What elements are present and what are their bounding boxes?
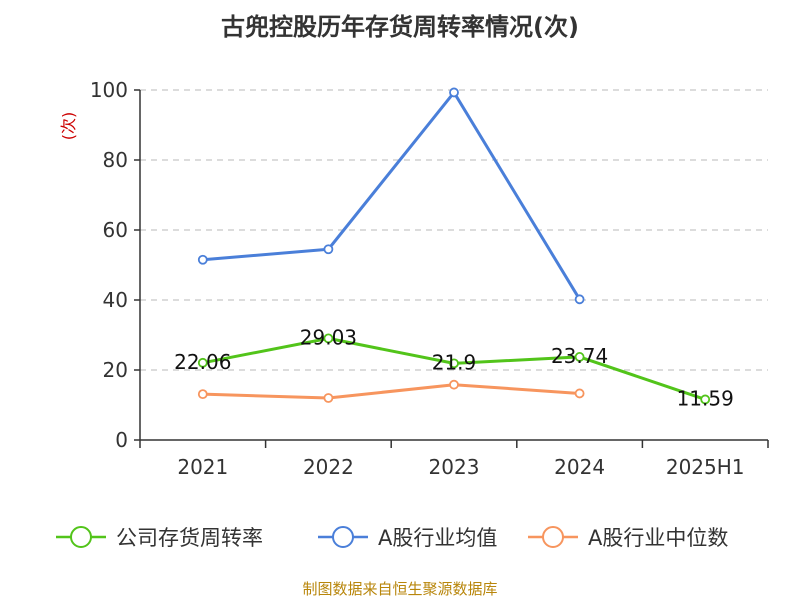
legend-item[interactable]: A股行业均值	[318, 526, 497, 550]
y-tick-label: 20	[103, 358, 128, 382]
legend-marker	[70, 526, 92, 548]
data-point[interactable]	[449, 87, 459, 98]
legend-item[interactable]: 公司存货周转率	[56, 526, 263, 550]
data-point[interactable]	[197, 254, 208, 265]
series-line	[202, 383, 580, 400]
legend[interactable]: 公司存货周转率 A股行业均值 A股行业中位数	[56, 526, 728, 550]
data-point[interactable]	[574, 352, 585, 362]
data-point[interactable]	[449, 358, 459, 369]
grid-lines	[140, 89, 768, 371]
data-point[interactable]	[574, 388, 585, 399]
x-tick-label: 2023	[429, 455, 480, 479]
data-label: 29.03	[300, 325, 357, 349]
data-label: 21.9	[432, 350, 477, 374]
chart-title: 古兜控股历年存货周转率情况(次)	[221, 13, 579, 41]
x-tick-label: 2022	[303, 455, 354, 479]
legend-label: A股行业中位数	[588, 526, 728, 550]
x-tick-label: 2025H1	[666, 455, 745, 479]
data-point[interactable]	[323, 393, 334, 403]
legend-label: A股行业均值	[378, 526, 497, 550]
legend-label: 公司存货周转率	[116, 526, 263, 550]
y-tick-label: 0	[115, 428, 128, 452]
data-point[interactable]	[323, 333, 334, 344]
legend-marker	[542, 526, 564, 548]
y-tick-label: 80	[103, 148, 128, 172]
source-note: 制图数据来自恒生聚源数据库	[302, 580, 497, 598]
y-tick-label: 100	[90, 78, 128, 102]
y-tick-label: 60	[103, 218, 128, 242]
y-tick-label: 40	[103, 288, 128, 312]
series-layer: 22.06 29.03 21.9 23.74 11.59	[174, 87, 734, 410]
data-point[interactable]	[700, 394, 711, 405]
x-tick-label: 2024	[554, 455, 605, 479]
series-1	[197, 87, 585, 305]
axes: 0 20 40 60 80 100 2021 2022 2023 2024 2025H1	[90, 78, 769, 479]
series-line	[202, 90, 581, 301]
data-point[interactable]	[323, 244, 334, 255]
legend-marker	[332, 526, 354, 548]
series-0: 22.06 29.03 21.9 23.74 11.59	[174, 325, 734, 410]
legend-item[interactable]: A股行业中位数	[528, 526, 728, 550]
data-point[interactable]	[449, 379, 459, 390]
x-tick-label: 2021	[177, 455, 228, 479]
y-axis-label: (次)	[59, 112, 78, 141]
data-point[interactable]	[574, 294, 585, 305]
data-point[interactable]	[197, 357, 208, 368]
data-label: 11.59	[677, 386, 734, 410]
series-2	[197, 379, 585, 403]
data-label: 22.06	[174, 350, 231, 374]
data-point[interactable]	[197, 389, 208, 400]
data-label: 23.74	[551, 344, 608, 368]
